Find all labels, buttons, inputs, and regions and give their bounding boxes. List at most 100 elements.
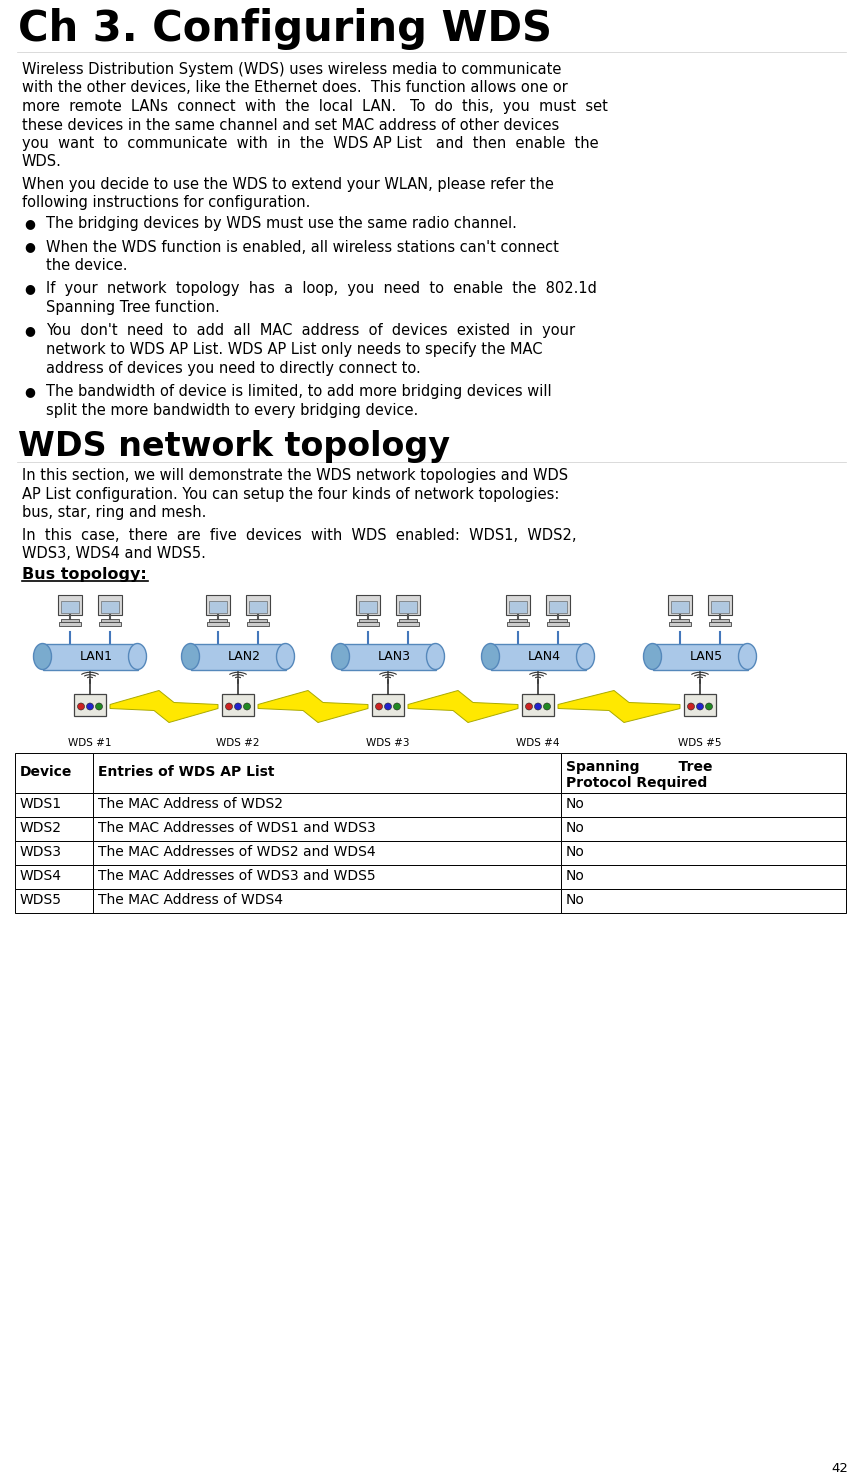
FancyBboxPatch shape bbox=[93, 792, 561, 817]
FancyBboxPatch shape bbox=[74, 694, 106, 715]
Ellipse shape bbox=[181, 644, 199, 669]
FancyBboxPatch shape bbox=[209, 619, 227, 622]
Text: The MAC Addresses of WDS1 and WDS3: The MAC Addresses of WDS1 and WDS3 bbox=[98, 821, 375, 836]
Text: Entries of WDS AP List: Entries of WDS AP List bbox=[98, 765, 274, 780]
FancyBboxPatch shape bbox=[15, 752, 93, 792]
Text: ●: ● bbox=[24, 218, 35, 229]
Ellipse shape bbox=[576, 644, 595, 669]
FancyBboxPatch shape bbox=[249, 601, 267, 613]
FancyBboxPatch shape bbox=[561, 817, 846, 841]
FancyBboxPatch shape bbox=[341, 644, 436, 669]
Text: In this section, we will demonstrate the WDS network topologies and WDS: In this section, we will demonstrate the… bbox=[22, 468, 568, 482]
FancyBboxPatch shape bbox=[507, 622, 529, 626]
FancyBboxPatch shape bbox=[506, 595, 530, 614]
Circle shape bbox=[544, 703, 551, 710]
Circle shape bbox=[78, 703, 85, 710]
Text: When you decide to use the WDS to extend your WLAN, please refer the: When you decide to use the WDS to extend… bbox=[22, 178, 554, 192]
Circle shape bbox=[96, 703, 103, 710]
Circle shape bbox=[394, 703, 400, 710]
Text: WDS3, WDS4 and WDS5.: WDS3, WDS4 and WDS5. bbox=[22, 546, 206, 561]
Text: bus, star, ring and mesh.: bus, star, ring and mesh. bbox=[22, 505, 206, 519]
Circle shape bbox=[235, 703, 242, 710]
Text: The MAC Address of WDS2: The MAC Address of WDS2 bbox=[98, 798, 283, 811]
FancyBboxPatch shape bbox=[671, 619, 689, 622]
FancyBboxPatch shape bbox=[58, 595, 82, 614]
FancyBboxPatch shape bbox=[15, 841, 93, 864]
Text: LAN1: LAN1 bbox=[79, 650, 112, 663]
Text: The bridging devices by WDS must use the same radio channel.: The bridging devices by WDS must use the… bbox=[46, 216, 517, 231]
Text: LAN4: LAN4 bbox=[527, 650, 560, 663]
FancyBboxPatch shape bbox=[561, 792, 846, 817]
FancyBboxPatch shape bbox=[93, 888, 561, 913]
Circle shape bbox=[688, 703, 695, 710]
FancyBboxPatch shape bbox=[561, 841, 846, 864]
FancyBboxPatch shape bbox=[509, 619, 527, 622]
FancyBboxPatch shape bbox=[652, 644, 747, 669]
FancyBboxPatch shape bbox=[99, 622, 121, 626]
Circle shape bbox=[385, 703, 392, 710]
Circle shape bbox=[375, 703, 382, 710]
Text: Bus topology:: Bus topology: bbox=[22, 567, 147, 582]
Text: WDS1: WDS1 bbox=[20, 798, 62, 811]
Ellipse shape bbox=[34, 644, 52, 669]
Text: WDS #5: WDS #5 bbox=[678, 739, 721, 749]
Ellipse shape bbox=[426, 644, 444, 669]
Text: No: No bbox=[566, 869, 585, 884]
Circle shape bbox=[705, 703, 713, 710]
Text: more  remote  LANs  connect  with  the  local  LAN.   To  do  this,  you  must  : more remote LANs connect with the local … bbox=[22, 99, 608, 114]
Text: WDS2: WDS2 bbox=[20, 821, 62, 836]
FancyBboxPatch shape bbox=[399, 601, 417, 613]
FancyBboxPatch shape bbox=[561, 888, 846, 913]
FancyBboxPatch shape bbox=[397, 622, 419, 626]
FancyBboxPatch shape bbox=[522, 694, 554, 715]
Text: AP List configuration. You can setup the four kinds of network topologies:: AP List configuration. You can setup the… bbox=[22, 487, 559, 502]
FancyBboxPatch shape bbox=[708, 595, 732, 614]
Ellipse shape bbox=[276, 644, 294, 669]
Text: No: No bbox=[566, 845, 585, 860]
FancyBboxPatch shape bbox=[15, 817, 93, 841]
FancyBboxPatch shape bbox=[93, 817, 561, 841]
Circle shape bbox=[526, 703, 532, 710]
FancyBboxPatch shape bbox=[546, 595, 570, 614]
Text: WDS #4: WDS #4 bbox=[516, 739, 560, 749]
FancyBboxPatch shape bbox=[509, 601, 527, 613]
Polygon shape bbox=[110, 691, 218, 722]
Ellipse shape bbox=[482, 644, 500, 669]
FancyBboxPatch shape bbox=[93, 864, 561, 888]
FancyBboxPatch shape bbox=[547, 622, 569, 626]
Text: the device.: the device. bbox=[46, 258, 128, 272]
Text: Spanning Tree function.: Spanning Tree function. bbox=[46, 300, 220, 315]
FancyBboxPatch shape bbox=[191, 644, 286, 669]
Text: WDS #3: WDS #3 bbox=[366, 739, 410, 749]
Text: network to WDS AP List. WDS AP List only needs to specify the MAC: network to WDS AP List. WDS AP List only… bbox=[46, 342, 543, 357]
FancyBboxPatch shape bbox=[249, 619, 267, 622]
Ellipse shape bbox=[644, 644, 662, 669]
Circle shape bbox=[696, 703, 703, 710]
FancyBboxPatch shape bbox=[561, 864, 846, 888]
FancyBboxPatch shape bbox=[711, 619, 729, 622]
Text: with the other devices, like the Ethernet does.  This function allows one or: with the other devices, like the Etherne… bbox=[22, 80, 568, 96]
Text: LAN5: LAN5 bbox=[690, 650, 722, 663]
FancyBboxPatch shape bbox=[207, 622, 229, 626]
Text: WDS network topology: WDS network topology bbox=[18, 431, 450, 463]
FancyBboxPatch shape bbox=[561, 752, 846, 792]
Text: ●: ● bbox=[24, 240, 35, 253]
Text: following instructions for configuration.: following instructions for configuration… bbox=[22, 195, 311, 210]
Circle shape bbox=[86, 703, 93, 710]
FancyBboxPatch shape bbox=[372, 694, 404, 715]
Text: The MAC Addresses of WDS2 and WDS4: The MAC Addresses of WDS2 and WDS4 bbox=[98, 845, 375, 860]
Text: Device: Device bbox=[20, 765, 72, 780]
Text: LAN3: LAN3 bbox=[377, 650, 411, 663]
FancyBboxPatch shape bbox=[101, 619, 119, 622]
Text: The MAC Address of WDS4: The MAC Address of WDS4 bbox=[98, 894, 283, 907]
FancyBboxPatch shape bbox=[396, 595, 420, 614]
FancyBboxPatch shape bbox=[61, 619, 79, 622]
Text: Ch 3. Configuring WDS: Ch 3. Configuring WDS bbox=[18, 7, 552, 50]
Text: ●: ● bbox=[24, 283, 35, 296]
FancyBboxPatch shape bbox=[490, 644, 585, 669]
Text: these devices in the same channel and set MAC address of other devices: these devices in the same channel and se… bbox=[22, 117, 559, 133]
Text: If  your  network  topology  has  a  loop,  you  need  to  enable  the  802.1d: If your network topology has a loop, you… bbox=[46, 281, 597, 296]
Text: Wireless Distribution System (WDS) uses wireless media to communicate: Wireless Distribution System (WDS) uses … bbox=[22, 62, 561, 77]
FancyBboxPatch shape bbox=[15, 864, 93, 888]
Text: ●: ● bbox=[24, 385, 35, 398]
